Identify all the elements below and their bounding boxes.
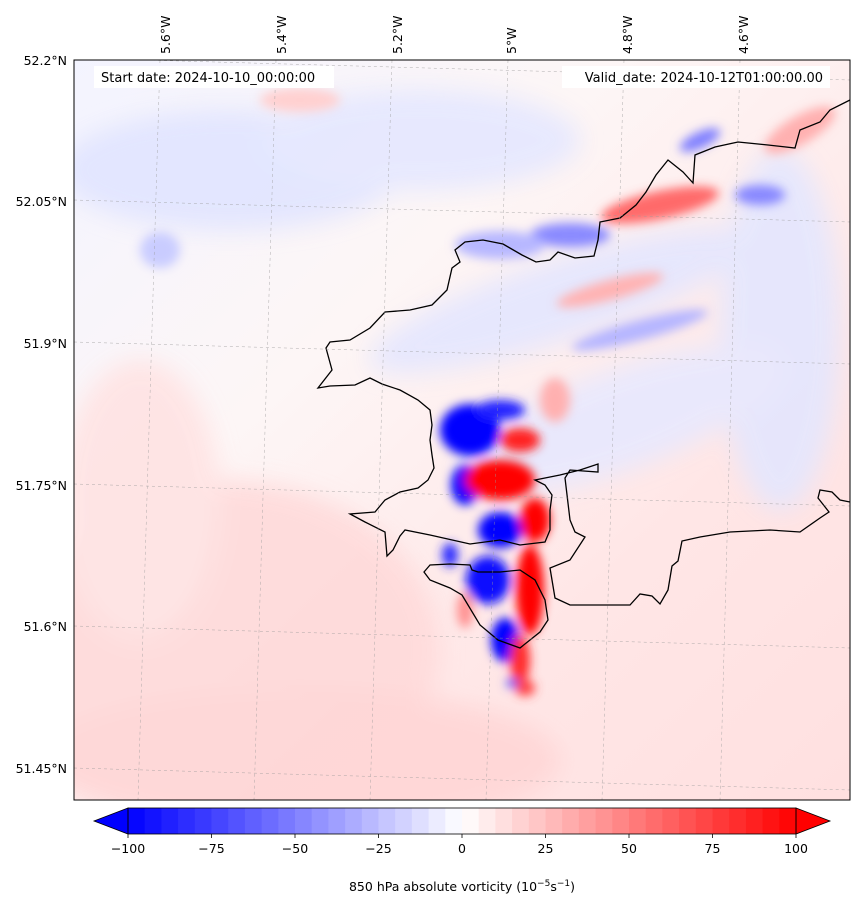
colorbar-cell [695,808,714,834]
colorbar-cell [462,808,480,834]
colorbar-cell [545,808,563,834]
colorbar-tick-label: 100 [784,841,808,856]
colorbar-cell [745,808,764,834]
coastline [316,99,850,606]
colorbar-label: 850 hPa absolute vorticity (10−5s−1) [349,879,575,894]
colorbar-cell [328,808,346,834]
colorbar-cell [562,808,580,834]
colorbar-cell [128,808,146,834]
colorbar-tick-label: −50 [282,841,308,856]
colorbar-tick-label: 0 [458,841,466,856]
colorbar-cell [578,808,597,834]
colorbar-cell [712,808,730,834]
colorbar-cell [662,808,680,834]
colorbar-cell [729,808,747,834]
start-date-label: Start date: 2024-10-10_00:00:00 [101,71,315,86]
colorbar-cell [645,808,663,834]
lon-label: 5.4°W [274,16,289,55]
lon-label: 5.2°W [390,16,405,55]
colorbar-extend-high [795,807,832,835]
lon-label: 4.8°W [620,16,635,55]
lon-label: 4.6°W [736,16,751,55]
colorbar-label-exp2: −1 [557,879,570,889]
colorbar-cells [128,808,797,834]
colorbar-cell [361,808,380,834]
colorbar-cell [278,808,296,834]
colorbar-tick-label: 25 [538,841,554,856]
colorbar-cell [411,808,430,834]
colorbar-cell [311,808,329,834]
colorbar-cell [178,808,196,834]
colorbar-cell [445,808,463,834]
lat-label: 52.05°N [16,194,67,209]
colorbar-tick-label: −75 [198,841,224,856]
lat-label: 51.75°N [16,478,67,493]
colorbar-cell [345,808,363,834]
colorbar-tick-label: 50 [621,841,637,856]
colorbar-cell [495,808,513,834]
colorbar-cell [144,808,162,834]
start-date-box [94,66,334,88]
colorbar-cell [261,808,279,834]
latitude-labels: 52.2°N 52.05°N 51.9°N 51.75°N 51.6°N 51.… [16,53,67,776]
colorbar-tick-label: −25 [365,841,391,856]
colorbar-cell [512,808,530,834]
valid-date-box [562,66,830,88]
colorbar-label-exp1: −5 [537,879,550,889]
lon-label: 5.6°W [158,16,173,55]
colorbar-cell [194,808,213,834]
colorbar-cell [612,808,630,834]
colorbar-cell [228,808,246,834]
colorbar-label-end: ) [570,879,575,894]
colorbar: −100 −75 −50 −25 0 25 50 75 100 850 hPa absolute… [92,807,832,894]
lat-label: 52.2°N [24,53,67,68]
lat-label: 51.9°N [24,336,67,351]
colorbar-cell [679,808,697,834]
colorbar-cell [478,808,496,834]
map-frame [73,59,851,801]
longitude-labels: 5.6°W 5.4°W 5.2°W 5°W 4.8°W 4.6°W [158,16,751,55]
lon-label: 5°W [504,27,519,54]
coastline-island [423,563,549,649]
colorbar-label-unit: s [550,879,557,894]
colorbar-ticks: −100 −75 −50 −25 0 25 50 75 100 [111,834,808,856]
colorbar-cell [762,808,780,834]
colorbar-cell [378,808,396,834]
colorbar-extend-low [92,807,129,835]
valid-date-label: Valid_date: 2024-10-12T01:00:00.00 [585,71,823,86]
colorbar-cell [779,808,797,834]
colorbar-cell [161,808,179,834]
colorbar-tick-label: −100 [111,841,145,856]
colorbar-cell [595,808,613,834]
colorbar-cell [629,808,647,834]
colorbar-cell [244,808,263,834]
colorbar-tick-label: 75 [705,841,721,856]
colorbar-cell [528,808,547,834]
vorticity-field [74,60,850,800]
colorbar-cell [428,808,446,834]
colorbar-cell [211,808,229,834]
lat-label: 51.6°N [24,619,67,634]
colorbar-cell [395,808,413,834]
lat-label: 51.45°N [16,761,67,776]
colorbar-label-main: 850 hPa absolute vorticity (10 [349,879,537,894]
colorbar-cell [295,808,313,834]
